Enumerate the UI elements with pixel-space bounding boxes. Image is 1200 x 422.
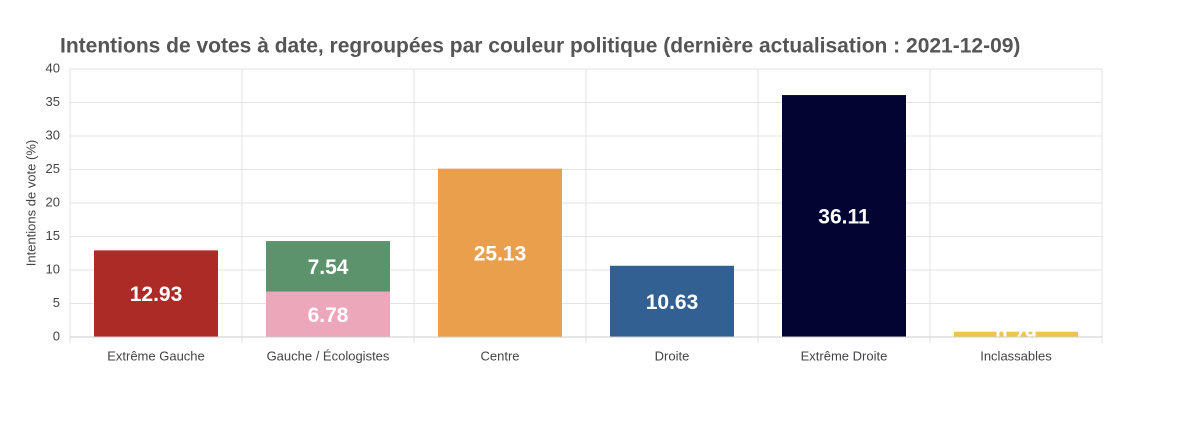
y-tick-label: 5: [53, 295, 60, 310]
data-label: 10.63: [646, 291, 699, 314]
bar: [266, 241, 390, 292]
y-tick-label: 15: [46, 228, 60, 243]
x-tick-label: Gauche / Écologistes: [267, 348, 390, 363]
bar: [438, 168, 562, 337]
bar: [266, 291, 390, 337]
data-label: 12.93: [130, 283, 183, 306]
y-tick-label: 10: [46, 261, 60, 276]
bar: [782, 95, 906, 337]
y-tick-label: 25: [46, 161, 60, 176]
x-tick-label: Inclassables: [980, 348, 1052, 363]
y-tick-label: 35: [46, 94, 60, 109]
x-tick-label: Extrême Droite: [801, 348, 888, 363]
bar: [610, 265, 734, 337]
y-tick-label: 20: [46, 194, 60, 209]
bar: [94, 250, 218, 337]
x-tick-label: Extrême Gauche: [107, 348, 205, 363]
data-label: 0.79: [996, 324, 1037, 347]
y-tick-label: 30: [46, 127, 60, 142]
data-label: 7.54: [308, 256, 349, 279]
x-tick-label: Centre: [480, 348, 519, 363]
y-axis-label: Intentions de vote (%): [23, 140, 38, 266]
data-label: 36.11: [818, 206, 870, 229]
bar: [954, 331, 1078, 337]
x-tick-label: Droite: [655, 348, 690, 363]
y-tick-label: 0: [53, 328, 60, 343]
y-tick-label: 40: [46, 60, 60, 75]
data-label: 25.13: [474, 242, 527, 265]
chart-title: Intentions de votes à date, regroupées p…: [60, 35, 1020, 58]
data-label: 6.78: [308, 304, 349, 327]
